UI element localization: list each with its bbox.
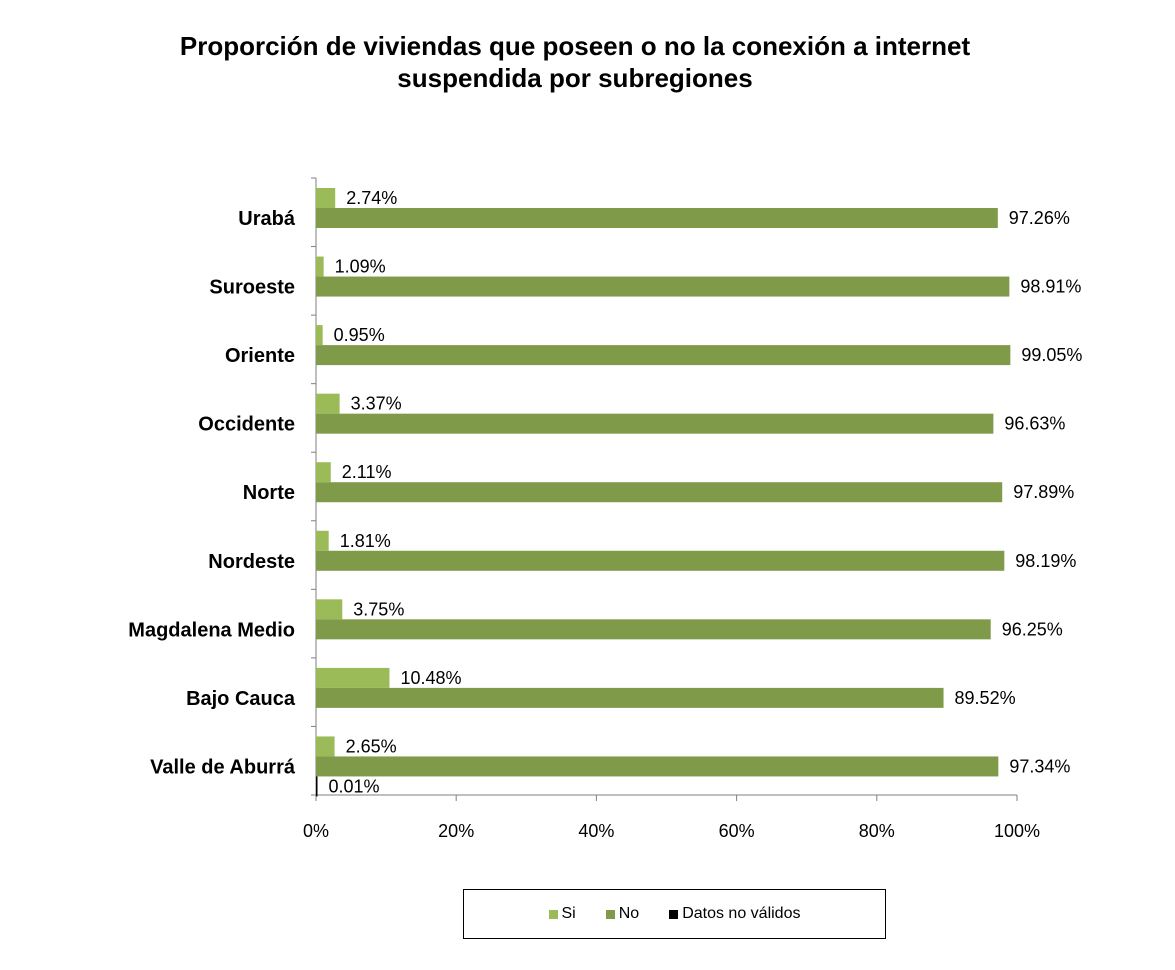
bar-chart: 0% 20% 40% 60% 80% 100% Urabá 2.74% 97.26% Suroes…	[128, 177, 1082, 841]
bar-si-suroeste	[316, 256, 324, 277]
plot-area: 0% 20% 40% 60% 80% 100% Urabá 2.74% 97.26% Suroes…	[128, 177, 1082, 841]
category-label-nordeste: Nordeste	[208, 551, 295, 573]
bar-no-valle-de-aburra	[316, 756, 999, 777]
data-label-si-occidente: 3.37%	[351, 394, 402, 414]
bar-no-suroeste	[316, 276, 1010, 297]
data-label-si-norte: 2.11%	[342, 462, 392, 482]
data-label-no-valle-de-aburra: 97.34%	[1009, 756, 1070, 776]
bar-no-occidente	[316, 413, 994, 434]
legend-label-no: No	[618, 905, 640, 922]
x-tick-label: 40%	[578, 821, 614, 841]
legend-label-datos-no-validos: Datos no válidos	[682, 905, 801, 922]
data-label-si-valle-de-aburra: 2.65%	[346, 736, 397, 756]
x-tick-label: 20%	[438, 821, 474, 841]
bar-si-occidente	[316, 393, 340, 414]
data-label-si-bajo-cauca: 10.48%	[400, 668, 461, 688]
bar-no-oriente	[316, 345, 1011, 366]
category-label-valle-de-aburra: Valle de Aburrá	[150, 756, 296, 778]
category-label-magdalena-medio: Magdalena Medio	[128, 619, 295, 641]
data-label-no-oriente: 99.05%	[1021, 345, 1082, 365]
chart-title-line-1: Proporción de viviendas que poseen o no …	[179, 31, 971, 61]
data-label-si-nordeste: 1.81%	[340, 531, 391, 551]
data-label-no-occidente: 96.63%	[1004, 414, 1065, 434]
category-label-norte: Norte	[243, 482, 295, 504]
legend-item-si: Si	[548, 905, 576, 923]
legend-swatch-si	[548, 909, 558, 919]
data-label-no-magdalena-medio: 96.25%	[1002, 619, 1063, 639]
bar-no-magdalena-medio	[316, 619, 991, 640]
data-label-no-uraba: 97.26%	[1009, 208, 1070, 228]
x-tick-label: 80%	[859, 821, 895, 841]
bar-si-uraba	[316, 188, 336, 208]
bar-si-oriente	[316, 325, 323, 346]
data-label-si-magdalena-medio: 3.75%	[353, 599, 404, 619]
data-label-no-suroeste: 98.91%	[1020, 277, 1081, 297]
legend-swatch-no	[605, 909, 615, 919]
data-label-no-bajo-cauca: 89.52%	[955, 688, 1016, 708]
category-label-occidente: Occidente	[198, 414, 295, 436]
data-label-si-oriente: 0.95%	[334, 325, 385, 345]
chart-title: Proporción de viviendas que poseen o no …	[80, 30, 1070, 94]
bar-si-valle-de-aburra	[316, 736, 335, 757]
legend: Si No Datos no válidos	[463, 889, 886, 939]
legend-item-datos-no-validos: Datos no válidos	[669, 905, 800, 923]
bar-si-bajo-cauca	[316, 667, 390, 688]
legend-swatch-datos-no-validos	[669, 909, 679, 919]
bar-datos-no-validos-valle-de-aburra	[316, 776, 318, 797]
data-label-datos-no-validos-valle-de-aburra: 0.01%	[329, 776, 380, 796]
category-label-bajo-cauca: Bajo Cauca	[186, 688, 296, 710]
bar-no-nordeste	[316, 550, 1005, 571]
data-label-no-norte: 97.89%	[1013, 482, 1074, 502]
bar-si-magdalena-medio	[316, 599, 343, 620]
data-label-si-suroeste: 1.09%	[335, 257, 386, 277]
data-label-no-nordeste: 98.19%	[1015, 551, 1076, 571]
x-tick-label: 0%	[303, 821, 329, 841]
legend-label-si: Si	[561, 905, 576, 922]
category-label-uraba: Urabá	[238, 208, 296, 230]
x-tick-label: 60%	[719, 821, 755, 841]
category-label-suroeste: Suroeste	[209, 277, 295, 299]
category-label-oriente: Oriente	[225, 345, 295, 367]
bar-si-nordeste	[316, 530, 329, 551]
bar-si-norte	[316, 462, 331, 483]
legend-item-no: No	[605, 905, 640, 923]
bar-no-uraba	[316, 208, 998, 228]
data-label-si-uraba: 2.74%	[346, 188, 397, 208]
bar-no-norte	[316, 482, 1003, 503]
chart-title-line-2: suspendida por subregiones	[397, 63, 753, 93]
x-tick-label: 100%	[994, 821, 1040, 841]
bar-no-bajo-cauca	[316, 687, 944, 708]
